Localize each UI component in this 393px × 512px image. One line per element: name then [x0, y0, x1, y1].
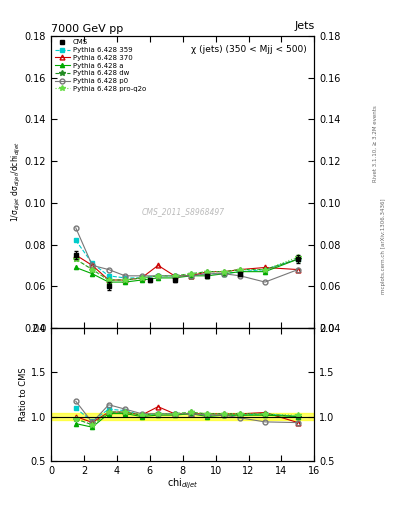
Text: 7000 GeV pp: 7000 GeV pp [51, 24, 123, 34]
Legend: CMS, Pythia 6.428 359, Pythia 6.428 370, Pythia 6.428 a, Pythia 6.428 dw, Pythia: CMS, Pythia 6.428 359, Pythia 6.428 370,… [53, 38, 147, 93]
Y-axis label: 1/σ$_{dijet}$ dσ$_{dijet}$/dchi$_{dijet}$: 1/σ$_{dijet}$ dσ$_{dijet}$/dchi$_{dijet}… [10, 141, 23, 222]
Y-axis label: Ratio to CMS: Ratio to CMS [19, 368, 28, 421]
Text: mcplots.cern.ch [arXiv:1306.3436]: mcplots.cern.ch [arXiv:1306.3436] [381, 198, 386, 293]
Text: Jets: Jets [294, 22, 314, 31]
Text: Rivet 3.1.10, ≥ 3.2M events: Rivet 3.1.10, ≥ 3.2M events [373, 105, 378, 182]
Text: χ (jets) (350 < Mjj < 500): χ (jets) (350 < Mjj < 500) [191, 45, 307, 54]
Text: CMS_2011_S8968497: CMS_2011_S8968497 [141, 207, 224, 216]
X-axis label: chi$_{dijet}$: chi$_{dijet}$ [167, 477, 198, 492]
